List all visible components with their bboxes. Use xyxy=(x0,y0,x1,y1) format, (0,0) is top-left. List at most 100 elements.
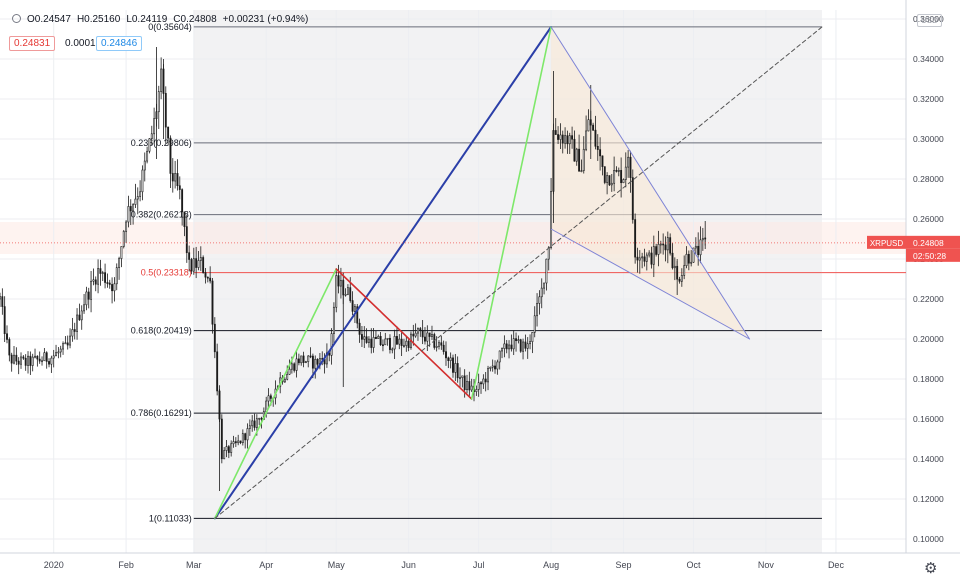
candle xyxy=(38,351,41,364)
candle xyxy=(66,335,69,350)
fib-background xyxy=(193,10,822,553)
candle xyxy=(153,107,156,144)
candle xyxy=(510,334,513,352)
candle-body xyxy=(297,358,300,364)
candle-body xyxy=(248,425,251,429)
candle xyxy=(241,429,244,446)
candle-body xyxy=(484,378,487,383)
candle xyxy=(122,229,125,249)
candle-body xyxy=(449,357,452,361)
candle-body xyxy=(459,377,461,379)
candle-body xyxy=(435,345,438,348)
settings-gear-icon[interactable]: ⚙ xyxy=(924,559,938,577)
candle-body xyxy=(125,221,128,232)
candle-body xyxy=(48,361,50,365)
candle-body xyxy=(353,306,356,312)
candle-body xyxy=(332,306,335,334)
candle xyxy=(225,440,228,458)
candle-body xyxy=(169,137,172,174)
candle-body xyxy=(641,256,644,259)
candle-body xyxy=(634,219,637,258)
candle-body xyxy=(482,378,485,385)
time-axis[interactable]: 2020 Feb Mar Apr May Jun Jul Aug Sep Oct Nov Dec xyxy=(0,552,960,583)
candle-body xyxy=(393,336,396,350)
candle xyxy=(216,343,219,396)
candle xyxy=(15,347,18,366)
candle-body xyxy=(104,272,107,283)
candle-body xyxy=(20,356,22,365)
candle-body xyxy=(241,433,244,444)
time-tick-label: Dec xyxy=(828,560,845,570)
candle xyxy=(641,252,644,269)
candle-body xyxy=(613,169,616,184)
candle xyxy=(167,126,170,146)
trend-line-red-1 xyxy=(335,268,473,400)
time-tick-label: Oct xyxy=(687,560,702,570)
candle-body xyxy=(431,334,433,337)
candle-body xyxy=(92,279,95,282)
candle xyxy=(358,318,361,343)
buy-price-button[interactable]: 0.24846 xyxy=(96,36,143,51)
candle xyxy=(389,334,391,354)
candle xyxy=(524,334,527,352)
price-tick-label: 0.28000 xyxy=(913,174,944,184)
candle-body xyxy=(351,300,354,312)
time-tick-label: Apr xyxy=(259,560,273,570)
time-tick-label: Sep xyxy=(615,560,631,570)
candle-body xyxy=(512,338,515,350)
trend-line-green-1 xyxy=(214,268,338,520)
candle-body xyxy=(22,356,25,359)
candle xyxy=(27,351,29,374)
candle-body xyxy=(36,355,39,360)
candle xyxy=(293,362,296,373)
candle xyxy=(596,134,599,161)
candle xyxy=(106,273,109,288)
candle-body xyxy=(344,293,347,296)
currency-label[interactable]: USD xyxy=(917,14,942,27)
price-axis[interactable]: 0.10000 0.12000 0.14000 0.16000 0.18000 0.200… xyxy=(905,0,960,583)
candle xyxy=(195,246,198,279)
candle-body xyxy=(255,418,258,428)
candle xyxy=(62,341,64,355)
candle-body xyxy=(83,304,86,312)
candle-body xyxy=(134,198,137,205)
candle xyxy=(505,340,508,354)
candle xyxy=(267,388,270,409)
candle xyxy=(550,178,553,250)
visibility-icon[interactable] xyxy=(12,14,21,23)
trend-lines[interactable] xyxy=(213,26,823,520)
candle-body xyxy=(643,256,646,262)
low-value: L0.24119 xyxy=(126,14,168,25)
candle-body xyxy=(370,338,373,348)
candle-body xyxy=(564,135,567,144)
candle xyxy=(585,115,588,152)
time-tick-label: Nov xyxy=(758,560,775,570)
candle-body xyxy=(157,91,160,113)
candle xyxy=(620,157,623,198)
candle-body xyxy=(382,344,384,347)
candle xyxy=(571,126,574,149)
candle-body xyxy=(349,287,352,301)
candle xyxy=(204,267,207,284)
candle xyxy=(375,330,377,340)
sell-price-button[interactable]: 0.24831 xyxy=(9,36,56,51)
candle xyxy=(459,367,461,388)
candle-body xyxy=(164,93,167,128)
candle-body xyxy=(80,310,83,321)
candle-body xyxy=(190,259,193,272)
candle xyxy=(143,152,146,182)
fib-retracement[interactable]: 0(0.35604) 0.236(0.29806) 0.382(0.26218) 0.… xyxy=(131,22,822,523)
candle-body xyxy=(85,291,88,306)
candle-body xyxy=(8,339,11,356)
candle-body xyxy=(470,385,473,391)
candle-body xyxy=(687,253,690,264)
candle xyxy=(185,215,188,263)
candle xyxy=(220,414,223,464)
candle xyxy=(557,126,560,145)
candle xyxy=(414,323,417,338)
candle xyxy=(365,328,368,344)
candle-body xyxy=(356,306,359,324)
candle-body xyxy=(510,344,513,350)
candlestick-series xyxy=(0,47,707,491)
